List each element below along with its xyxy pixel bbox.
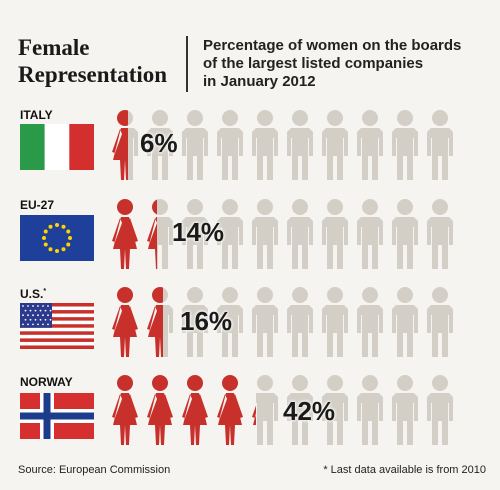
country-label-text: EU-27: [20, 198, 55, 212]
country-label-text: U.S.: [20, 287, 44, 301]
male-figure: [357, 375, 383, 445]
country-label-norway: NORWAY: [20, 375, 73, 389]
male-figure: [322, 110, 348, 180]
country-label-italy: ITALY: [20, 108, 53, 122]
female-share-norway: [110, 371, 256, 449]
pictogram-row-eu: [110, 195, 453, 273]
male-figure: [392, 287, 418, 357]
country-label-text: ITALY: [20, 108, 53, 122]
female-figure: [252, 405, 256, 425]
country-label-us: U.S.*: [20, 287, 46, 301]
value-label-norway: 42%: [283, 396, 336, 426]
value-label-eu: 14%: [172, 217, 225, 247]
female-figure: [182, 375, 208, 445]
male-figure: [252, 199, 278, 269]
female-share-italy: [110, 106, 128, 184]
male-figure: [427, 287, 453, 357]
male-figure: [322, 375, 348, 445]
male-figure: [357, 287, 383, 357]
male-figure: [392, 375, 418, 445]
male-figure: [182, 287, 208, 357]
italy-flag-icon: [20, 124, 94, 170]
chart-subtitle: Percentage of women on the boards of the…: [203, 37, 493, 91]
male-figure: [427, 110, 453, 180]
male-figure: [357, 199, 383, 269]
female-share-eu: [110, 195, 157, 273]
source-note: Source: European Commission: [18, 464, 171, 476]
title-divider: [186, 36, 188, 92]
subtitle-line-2: of the largest listed companies: [203, 55, 424, 72]
male-figure: [182, 110, 208, 180]
title-line-2: Representation: [18, 62, 168, 87]
pictogram-row-norway: [110, 371, 453, 449]
male-figure: [287, 375, 313, 445]
title-line-1: Female: [18, 35, 90, 60]
male-figure: [217, 110, 243, 180]
male-figure: [182, 199, 208, 269]
male-figure: [217, 287, 243, 357]
footnote-marker: *: [43, 288, 47, 295]
value-label-italy: 6%: [140, 128, 178, 158]
us-flag-icon: [20, 303, 94, 349]
female-share-us: [110, 283, 163, 361]
subtitle-line-1: Percentage of women on the boards: [203, 37, 462, 54]
male-figure: [322, 287, 348, 357]
norway-flag-icon: [20, 393, 94, 439]
country-label-eu: EU-27: [20, 198, 54, 212]
female-figure: [112, 375, 138, 445]
eu-flag-icon: [20, 215, 94, 261]
female-figure: [112, 199, 138, 269]
pictogram-row-us: [110, 283, 453, 361]
female-figure: [217, 375, 243, 445]
male-figure: [217, 199, 243, 269]
footnote: * Last data available is from 2010: [323, 464, 486, 476]
female-figure: [112, 110, 128, 180]
male-figure: [392, 110, 418, 180]
female-figure: [147, 375, 173, 445]
value-label-us: 16%: [180, 306, 233, 336]
male-figure: [252, 287, 278, 357]
male-figure: [252, 375, 278, 445]
female-figure: [147, 199, 157, 269]
pictogram-row-italy: [110, 106, 453, 184]
female-figure: [147, 287, 163, 357]
chart-title: Female Representation: [18, 34, 167, 88]
male-figure: [427, 199, 453, 269]
male-figure: [287, 287, 313, 357]
male-figure: [392, 199, 418, 269]
male-figure: [427, 375, 453, 445]
subtitle-line-3: in January 2012: [203, 73, 316, 90]
male-figure: [287, 110, 313, 180]
country-label-text: NORWAY: [20, 375, 73, 389]
male-figure: [147, 110, 173, 180]
male-figure: [252, 110, 278, 180]
female-figure: [112, 287, 138, 357]
male-figure: [287, 199, 313, 269]
male-figure: [322, 199, 348, 269]
male-figure: [357, 110, 383, 180]
